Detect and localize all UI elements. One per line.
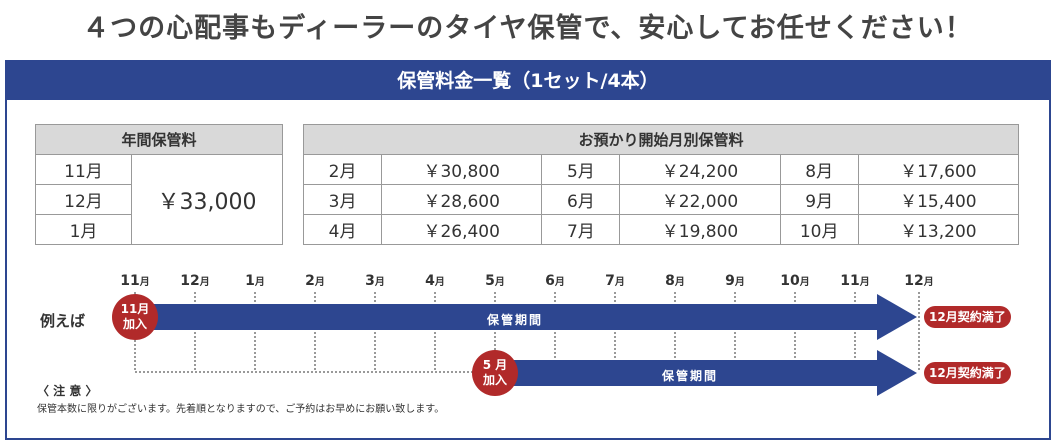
fee-price: ￥15,400 — [857, 184, 1020, 215]
table-row: 4月 ￥26,400 7月 ￥19,800 10月 ￥13,200 — [302, 214, 1020, 245]
fee-price: ￥26,400 — [381, 214, 543, 245]
join-badge-may: 5 月 加入 — [472, 350, 518, 396]
timeline-month: 6月 — [545, 273, 565, 289]
timeline-month: 12月 — [180, 273, 210, 289]
start-month: 4月 — [302, 214, 383, 245]
timeline-month: 12月 — [904, 273, 934, 289]
start-month: 6月 — [541, 184, 621, 215]
fee-price: ￥13,200 — [857, 214, 1020, 245]
timeline-month: 10月 — [780, 273, 810, 289]
storage-fee-panel: 保管料金一覧（1セット/4本） 年間保管料 11月 ￥33,000 12月 1月… — [5, 60, 1051, 440]
start-month: 2月 — [302, 154, 383, 185]
storage-bar-1 — [135, 294, 917, 340]
fee-price: ￥17,600 — [857, 154, 1020, 185]
annual-month: 1月 — [35, 214, 132, 245]
example-label: 例えば — [40, 312, 86, 330]
annual-fee-table: 年間保管料 11月 ￥33,000 12月 1月 — [35, 124, 283, 245]
annual-month: 12月 — [35, 184, 132, 215]
storage-period-label: 保管期間 — [662, 369, 719, 383]
timeline-month: 9月 — [725, 273, 745, 289]
join-badge-november: 11月 加入 — [112, 294, 158, 340]
contract-end-badge: 12月契約満了 — [924, 362, 1011, 384]
table-row: 2月 ￥30,800 5月 ￥24,200 8月 ￥17,600 — [302, 154, 1020, 185]
timeline-month: 4月 — [425, 273, 445, 289]
timeline-graphic — [134, 292, 920, 396]
timeline-month: 7月 — [605, 273, 625, 289]
notes-title: 〈 注 意 〉 — [37, 384, 98, 398]
start-month: 10月 — [779, 214, 859, 245]
timeline-month: 11月 — [120, 273, 150, 289]
fee-price: ￥24,200 — [619, 154, 781, 185]
start-month: 3月 — [302, 184, 383, 215]
start-month: 5月 — [541, 154, 621, 185]
fee-price: ￥19,800 — [619, 214, 781, 245]
annual-fee-header: 年間保管料 — [35, 124, 283, 155]
fee-price: ￥30,800 — [381, 154, 543, 185]
annual-price: ￥33,000 — [131, 154, 283, 245]
timeline-month: 5月 — [485, 273, 505, 289]
annual-month: 11月 — [35, 154, 132, 185]
monthly-fee-header: お預かり開始月別保管料 — [303, 124, 1019, 155]
storage-period-label: 保管期間 — [487, 313, 544, 327]
table-row: 3月 ￥28,600 6月 ￥22,000 9月 ￥15,400 — [302, 184, 1020, 215]
contract-end-badge: 12月契約満了 — [924, 306, 1011, 328]
timeline-month: 3月 — [365, 273, 385, 289]
timeline-month: 11月 — [840, 273, 870, 289]
panel-title: 保管料金一覧（1セット/4本） — [7, 62, 1049, 100]
monthly-fee-table: お預かり開始月別保管料 2月 ￥30,800 5月 ￥24,200 8月 ￥17… — [302, 124, 1020, 245]
fee-price: ￥28,600 — [381, 184, 543, 215]
storage-bar-2 — [495, 350, 917, 396]
timeline-month: 2月 — [305, 273, 325, 289]
timeline-month: 8月 — [665, 273, 685, 289]
timeline-month: 1月 — [245, 273, 265, 289]
page-headline: ４つの心配事もディーラーのタイヤ保管で、安心してお任せください！ — [82, 13, 973, 44]
notes-text: 保管本数に限りがございます。先着順となりますので、ご予約はお早めにお願い致します… — [37, 404, 445, 415]
